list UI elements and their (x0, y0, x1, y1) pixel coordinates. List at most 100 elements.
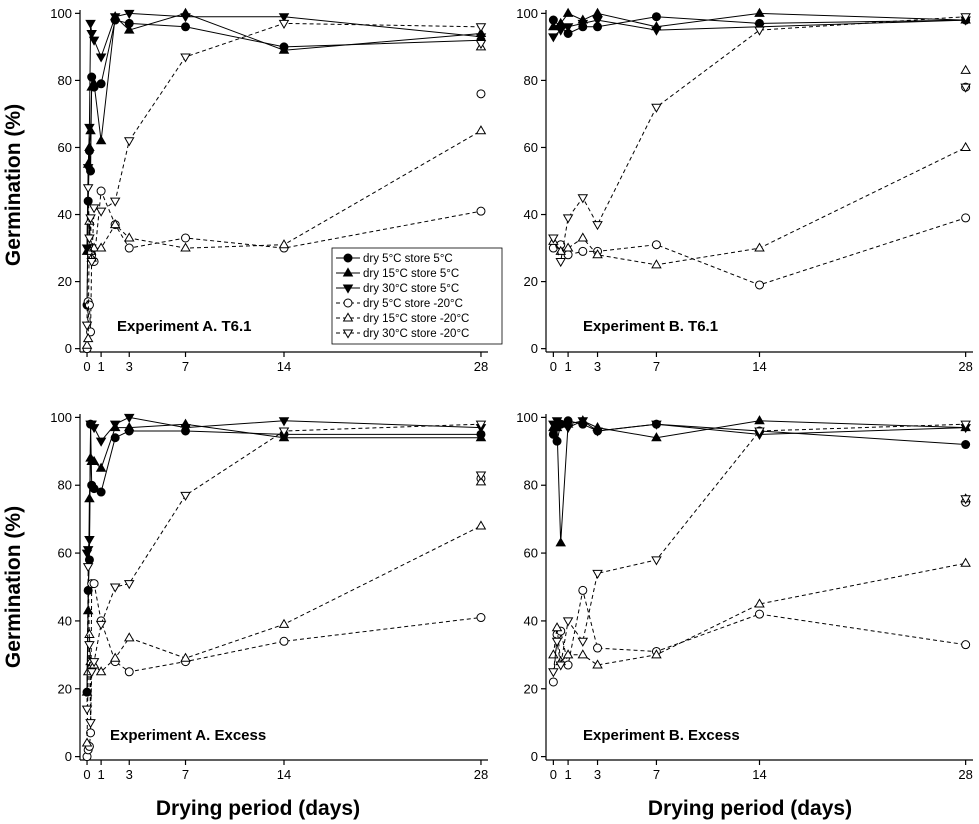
data-point (95, 242, 107, 252)
data-point (577, 417, 589, 427)
data-point (84, 536, 95, 546)
series-dry-5-c-store-20-c (82, 186, 486, 354)
y-tick-label: 40 (58, 613, 72, 628)
data-point (475, 23, 487, 33)
x-tick-label: 14 (752, 359, 766, 374)
data-point (548, 649, 559, 659)
y-axis-title-bottom: Germination (%) (2, 506, 25, 668)
series-dry-15-c-store-20-c (81, 125, 487, 349)
data-point (81, 737, 93, 747)
data-point (95, 135, 107, 145)
series-line (86, 12, 482, 249)
data-point (84, 141, 95, 151)
y-tick-label: 0 (531, 341, 538, 356)
y-tick-label: 40 (524, 613, 538, 628)
x-tick-label: 0 (550, 359, 557, 374)
data-point (109, 652, 121, 662)
data-point (651, 556, 662, 566)
series-line (86, 423, 481, 693)
x-tick-label: 7 (182, 359, 189, 374)
data-point (180, 53, 191, 63)
data-point (651, 12, 661, 22)
data-point (81, 705, 93, 715)
data-point (562, 617, 574, 627)
data-point (548, 234, 559, 244)
extra-data-point (960, 83, 971, 93)
x-tick-label: 0 (550, 767, 557, 782)
legend-marker (342, 329, 354, 339)
y-tick-label: 80 (524, 478, 538, 493)
data-point (278, 417, 290, 427)
y-tick-label: 20 (58, 274, 72, 289)
series-dry-30-c-store-20-c (548, 420, 971, 678)
data-point (651, 259, 662, 269)
data-point (82, 332, 94, 343)
data-point (88, 455, 100, 465)
x-tick-label: 3 (594, 767, 601, 782)
x-tick-label: 14 (752, 767, 766, 782)
data-point (578, 585, 588, 595)
data-point (123, 413, 135, 423)
x-tick-label: 3 (126, 767, 133, 782)
data-point (278, 13, 290, 23)
y-tick-label: 60 (524, 140, 538, 155)
series-line (552, 423, 966, 672)
data-point (84, 123, 95, 133)
y-tick-label: 20 (524, 274, 538, 289)
data-point (555, 661, 566, 671)
legend-marker (342, 312, 354, 322)
data-point (651, 240, 661, 250)
series-line (552, 16, 966, 262)
data-point (592, 7, 603, 17)
legend-item: dry 5°C store 5°C (336, 253, 453, 265)
data-point (278, 19, 290, 30)
series-dry-30-c-store-5-c (81, 9, 487, 254)
data-point (278, 427, 290, 437)
series-line (86, 424, 481, 693)
data-point (961, 440, 971, 450)
data-point (82, 164, 94, 174)
data-point (577, 649, 589, 659)
y-tick-label: 40 (58, 207, 72, 222)
data-point (555, 26, 566, 36)
data-point (109, 583, 121, 593)
data-point (88, 424, 100, 434)
data-point (476, 613, 486, 623)
data-point (123, 421, 135, 432)
data-point (85, 214, 96, 224)
data-point (960, 420, 971, 430)
data-point (181, 22, 191, 32)
panel-title: Experiment B. Excess (583, 727, 740, 744)
data-point (123, 24, 135, 34)
data-point (95, 437, 107, 447)
data-point (592, 221, 603, 231)
data-point (754, 242, 765, 252)
data-point (562, 7, 574, 17)
extra-data-point (476, 89, 486, 99)
data-point (123, 232, 135, 242)
data-point (651, 26, 662, 36)
data-point (85, 719, 96, 729)
x-tick-label: 7 (182, 767, 189, 782)
data-point (95, 666, 107, 676)
x-tick-label: 28 (474, 767, 488, 782)
y-tick-label: 20 (524, 681, 538, 696)
series-line (86, 423, 482, 723)
data-point (86, 668, 97, 678)
series-dry-5-c-store-20-c (548, 213, 971, 290)
data-point (475, 33, 487, 43)
data-point (593, 643, 603, 653)
data-point (555, 420, 566, 430)
data-point (180, 242, 191, 252)
data-point (651, 649, 662, 659)
series-line (86, 525, 482, 744)
data-point (548, 33, 559, 43)
legend-label: dry 15°C store 5°C (363, 268, 459, 280)
data-point (124, 667, 134, 677)
data-point (88, 658, 100, 668)
data-point (578, 246, 588, 256)
